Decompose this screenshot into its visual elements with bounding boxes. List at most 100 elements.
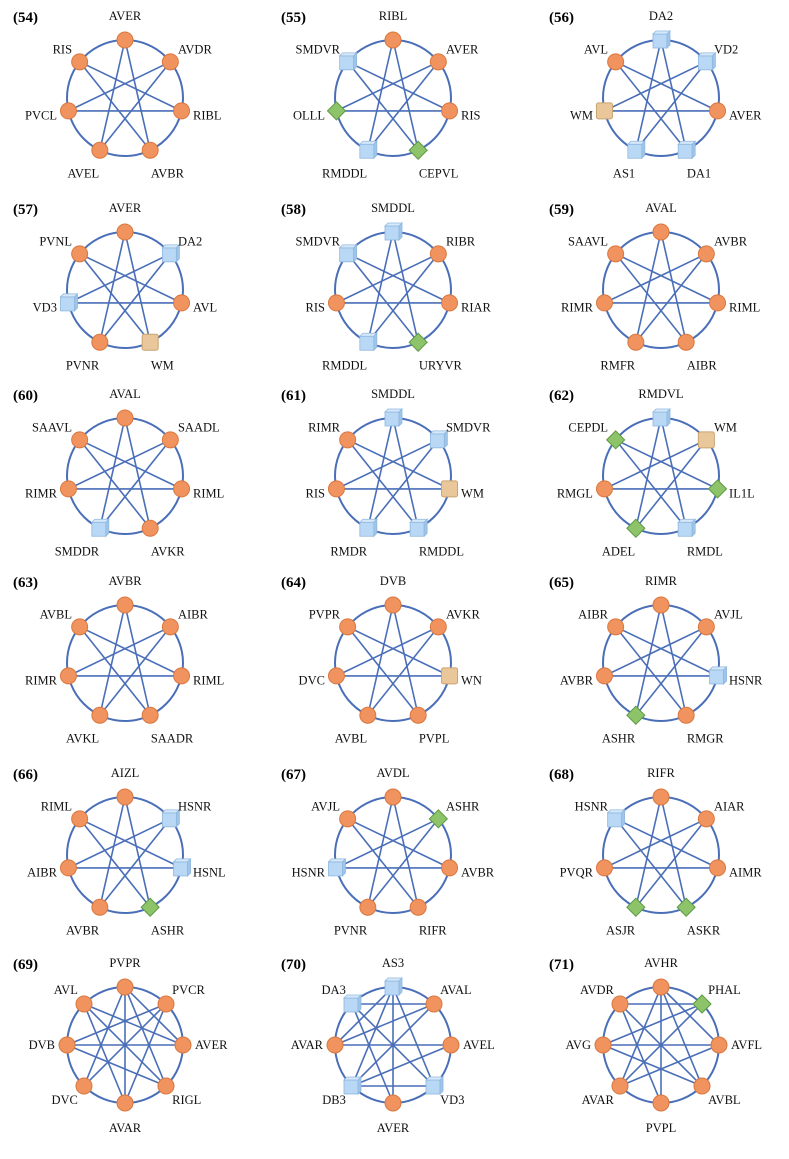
node-label: DB3 (322, 1093, 346, 1107)
node-label: DA1 (687, 166, 711, 180)
diamond-node-icon (326, 101, 347, 121)
node-label: AVDR (178, 42, 212, 56)
panel-id-label: (64) (281, 575, 306, 591)
cube-node-icon (59, 292, 79, 312)
edge-line (367, 231, 394, 343)
node-label: AVBR (714, 234, 748, 248)
node-label: DVC (299, 673, 325, 687)
cube-node-icon (338, 243, 358, 263)
circle-node-icon (91, 706, 109, 724)
node-label: SAAVL (32, 420, 72, 434)
edge-line (79, 626, 151, 716)
motif-panel: (59) AVAL AVBR RIML AIBR RMFR RIMR SAAVL (549, 201, 760, 372)
circle-node-icon (173, 294, 191, 312)
node-label: AVEL (463, 1038, 495, 1052)
cube-node-icon (338, 51, 358, 71)
cube-node-icon (429, 429, 449, 449)
node-label: AVL (584, 42, 608, 56)
edge-line (347, 253, 450, 304)
edge-line (124, 39, 151, 151)
edge-line (615, 61, 718, 112)
circle-node-icon (409, 898, 427, 916)
node-label: AVJL (714, 607, 743, 621)
node-label: DA3 (322, 983, 346, 997)
node-label: AVBL (335, 731, 367, 745)
node-label: DVB (380, 574, 406, 588)
node-label: RIAR (461, 300, 492, 314)
node-label: AVEL (67, 166, 99, 180)
edge-line (347, 253, 419, 343)
node-label: RMGR (687, 731, 724, 745)
circle-node-icon (677, 333, 695, 351)
circle-node-icon (384, 596, 402, 614)
circle-node-icon (91, 141, 109, 159)
edge-line (392, 604, 419, 716)
circle-node-icon (709, 294, 727, 312)
edge-line (99, 39, 126, 151)
edge-line (367, 604, 394, 716)
circle-node-icon (141, 706, 159, 724)
circle-node-icon (429, 53, 447, 71)
node-label: AVKL (66, 731, 99, 745)
edge-line (347, 626, 450, 677)
edge-line (79, 253, 151, 343)
edge-line (660, 604, 687, 716)
node-label: AIBR (27, 865, 58, 879)
panel-id-label: (58) (281, 202, 306, 218)
node-label: PVPL (646, 1121, 677, 1135)
edge-line (336, 61, 439, 112)
node-label: AVJL (311, 799, 340, 813)
node-label: RMDDL (419, 544, 464, 558)
square-node-icon (441, 480, 459, 498)
circle-node-icon (71, 245, 89, 263)
edge-line (334, 986, 394, 1046)
circle-node-icon (384, 31, 402, 49)
node-label: ASKR (687, 923, 721, 937)
circle-node-icon (595, 480, 613, 498)
cube-node-icon (161, 808, 181, 828)
edge-line (68, 253, 171, 304)
node-label: AS3 (382, 956, 404, 970)
node-label: VD3 (440, 1093, 464, 1107)
node-label: AVKR (446, 607, 480, 621)
cube-node-icon (384, 977, 403, 996)
cube-node-icon (409, 518, 429, 538)
edge-line (347, 61, 450, 112)
node-label: RIBR (446, 234, 476, 248)
circle-node-icon (173, 480, 191, 498)
node-label: HSNR (292, 865, 326, 879)
node-label: PVNL (39, 234, 72, 248)
circle-node-icon (327, 480, 345, 498)
node-label: AVBR (151, 166, 185, 180)
circle-node-icon (611, 995, 629, 1013)
edge-line (619, 1044, 720, 1087)
panel-id-label: (62) (549, 388, 574, 404)
circle-node-icon (425, 995, 443, 1013)
edge-line (615, 253, 718, 304)
edge-line (99, 796, 126, 908)
node-label: AVER (377, 1121, 410, 1135)
node-label: AVAL (645, 201, 677, 215)
cube-node-icon (161, 243, 181, 263)
edge-line (619, 1003, 662, 1104)
panel-id-label: (69) (13, 957, 38, 973)
edge-line (83, 986, 126, 1087)
panel-id-label: (63) (13, 575, 38, 591)
cube-node-icon (343, 994, 362, 1013)
square-node-icon (595, 102, 613, 120)
edge-line (336, 818, 439, 869)
node-label: RMDDL (322, 358, 367, 372)
circle-node-icon (697, 245, 715, 263)
edge-line (68, 61, 171, 112)
node-label: PVQR (560, 865, 594, 879)
edge-line (615, 626, 687, 716)
node-label: AVG (566, 1038, 591, 1052)
node-label: HSNR (729, 673, 763, 687)
node-label: AIMR (729, 865, 762, 879)
edge-line (392, 417, 419, 529)
panel-id-label: (67) (281, 767, 306, 783)
circle-node-icon (58, 1036, 76, 1054)
circle-node-icon (116, 788, 134, 806)
edge-line (604, 61, 707, 112)
